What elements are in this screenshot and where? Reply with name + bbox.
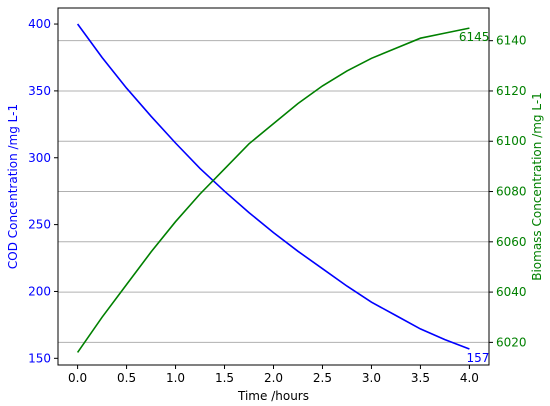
left-y-tick-label: 200 [28, 284, 51, 298]
right-y-tick-label: 6060 [496, 235, 527, 249]
cod-series-line [76, 23, 470, 350]
right-y-tick-label: 6100 [496, 134, 527, 148]
left-y-tick-label: 150 [28, 351, 51, 365]
left-y-tick-label: 300 [28, 151, 51, 165]
right-y-tick-label: 6120 [496, 84, 527, 98]
series-lines [76, 23, 470, 353]
axes [54, 7, 493, 369]
right-y-tick-label: 6020 [496, 335, 527, 349]
x-tick-label: 3.5 [411, 371, 430, 385]
x-tick-label: 4.0 [460, 371, 479, 385]
grid-lines [58, 40, 489, 343]
biomass-end-annotation: 6145 [459, 30, 490, 44]
right-y-tick-label: 6040 [496, 285, 527, 299]
x-tick-label: 2.0 [264, 371, 283, 385]
left-y-axis-label: COD Concentration /mg L-1 [6, 104, 20, 269]
left-y-tick-label: 400 [28, 17, 51, 31]
left-y-tick-label: 350 [28, 84, 51, 98]
x-tick-label: 0.0 [68, 371, 87, 385]
x-tick-label: 0.5 [117, 371, 136, 385]
left-y-tick-label: 250 [28, 218, 51, 232]
right-y-axis-label: Biomass Concentration /mg L-1 [530, 92, 544, 281]
biomass-series-line [76, 27, 470, 353]
x-tick-label: 3.0 [362, 371, 381, 385]
x-tick-label: 1.0 [166, 371, 185, 385]
cod-end-annotation: 157 [467, 351, 490, 365]
tick-labels: 0.0 0.5 1.0 1.5 2.0 2.5 3.0 3.5 4.0 150 200 250 300 3… [28, 17, 526, 385]
right-y-tick-label: 6080 [496, 185, 527, 199]
x-axis-label: Time /hours [237, 389, 309, 403]
right-y-tick-label: 6140 [496, 34, 527, 48]
x-tick-label: 2.5 [313, 371, 332, 385]
x-tick-label: 1.5 [215, 371, 234, 385]
